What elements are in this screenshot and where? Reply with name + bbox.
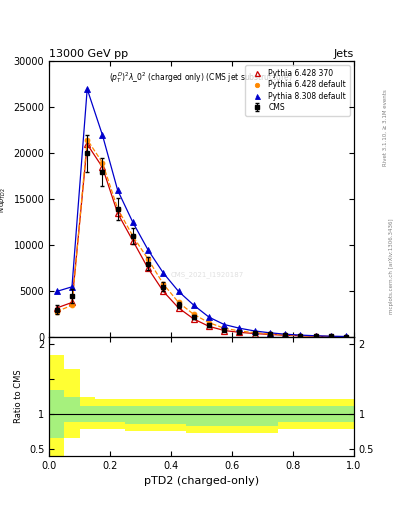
Pythia 6.428 default	[283, 332, 288, 338]
Pythia 6.428 370	[115, 210, 120, 216]
Pythia 6.428 default	[100, 160, 105, 166]
Pythia 8.308 default	[176, 288, 181, 294]
Pythia 8.308 default	[207, 314, 211, 320]
Pythia 6.428 default	[85, 137, 90, 143]
Pythia 6.428 370	[252, 330, 257, 336]
Pythia 8.308 default	[85, 86, 90, 92]
Pythia 6.428 370	[329, 333, 333, 339]
Legend: Pythia 6.428 370, Pythia 6.428 default, Pythia 8.308 default, CMS: Pythia 6.428 370, Pythia 6.428 default, …	[245, 65, 350, 116]
Pythia 6.428 370	[283, 332, 288, 338]
Pythia 6.428 default	[268, 331, 272, 337]
Pythia 6.428 default	[252, 330, 257, 336]
Pythia 6.428 370	[207, 323, 211, 329]
Pythia 8.308 default	[298, 332, 303, 338]
Pythia 6.428 default	[344, 334, 349, 340]
Pythia 6.428 default	[329, 333, 333, 339]
Pythia 8.308 default	[268, 330, 272, 336]
Pythia 8.308 default	[70, 284, 74, 290]
Pythia 6.428 default	[115, 205, 120, 211]
Pythia 6.428 370	[222, 328, 227, 334]
Pythia 6.428 default	[313, 333, 318, 339]
Pythia 8.308 default	[115, 187, 120, 194]
Text: $(p_T^D)^2\lambda\_0^2$ (charged only) (CMS jet substructure): $(p_T^D)^2\lambda\_0^2$ (charged only) (…	[110, 70, 293, 84]
Pythia 8.308 default	[222, 322, 227, 328]
Pythia 6.428 370	[130, 238, 135, 244]
Pythia 8.308 default	[252, 328, 257, 334]
X-axis label: pTD2 (charged-only): pTD2 (charged-only)	[144, 476, 259, 486]
Text: 13000 GeV pp: 13000 GeV pp	[49, 49, 128, 59]
Pythia 8.308 default	[100, 132, 105, 138]
Pythia 6.428 default	[70, 302, 74, 308]
Pythia 8.308 default	[130, 219, 135, 225]
Text: CMS_2021_I1920187: CMS_2021_I1920187	[171, 272, 244, 279]
Pythia 8.308 default	[146, 247, 151, 253]
Pythia 6.428 default	[222, 325, 227, 331]
Pythia 6.428 370	[191, 316, 196, 322]
Pythia 8.308 default	[344, 333, 349, 339]
Pythia 6.428 default	[161, 281, 166, 287]
Pythia 6.428 default	[191, 311, 196, 317]
Pythia 6.428 370	[313, 333, 318, 339]
Text: Jets: Jets	[333, 49, 354, 59]
Pythia 8.308 default	[191, 302, 196, 308]
Pythia 6.428 default	[130, 233, 135, 239]
Pythia 8.308 default	[329, 333, 333, 339]
Y-axis label: $\frac{1}{\mathrm{N}}\frac{\mathrm{d}\mathrm{N}}{\mathrm{d}p_{TD2}}$: $\frac{1}{\mathrm{N}}\frac{\mathrm{d}\ma…	[0, 186, 8, 213]
Pythia 6.428 default	[298, 332, 303, 338]
Line: Pythia 6.428 default: Pythia 6.428 default	[54, 137, 349, 339]
Line: Pythia 6.428 370: Pythia 6.428 370	[54, 141, 349, 339]
Pythia 8.308 default	[54, 288, 59, 294]
Pythia 6.428 default	[237, 328, 242, 334]
Pythia 6.428 370	[344, 334, 349, 340]
Pythia 6.428 default	[207, 319, 211, 326]
Pythia 6.428 370	[161, 288, 166, 294]
Pythia 6.428 default	[54, 309, 59, 315]
Pythia 6.428 370	[85, 141, 90, 147]
Pythia 6.428 370	[146, 265, 151, 271]
Pythia 6.428 370	[268, 331, 272, 337]
Pythia 6.428 370	[176, 305, 181, 311]
Pythia 6.428 default	[176, 300, 181, 306]
Line: Pythia 8.308 default: Pythia 8.308 default	[54, 86, 349, 339]
Pythia 8.308 default	[161, 270, 166, 276]
Pythia 6.428 370	[237, 329, 242, 335]
Pythia 6.428 370	[70, 300, 74, 306]
Pythia 6.428 370	[298, 333, 303, 339]
Pythia 6.428 370	[100, 164, 105, 170]
Pythia 8.308 default	[313, 333, 318, 339]
Text: mcplots.cern.ch [arXiv:1306.3436]: mcplots.cern.ch [arXiv:1306.3436]	[389, 219, 393, 314]
Pythia 6.428 370	[54, 305, 59, 311]
Pythia 8.308 default	[237, 325, 242, 331]
Pythia 6.428 default	[146, 256, 151, 262]
Text: Rivet 3.1.10, ≥ 3.1M events: Rivet 3.1.10, ≥ 3.1M events	[383, 90, 387, 166]
Pythia 8.308 default	[283, 331, 288, 337]
Y-axis label: Ratio to CMS: Ratio to CMS	[14, 370, 23, 423]
